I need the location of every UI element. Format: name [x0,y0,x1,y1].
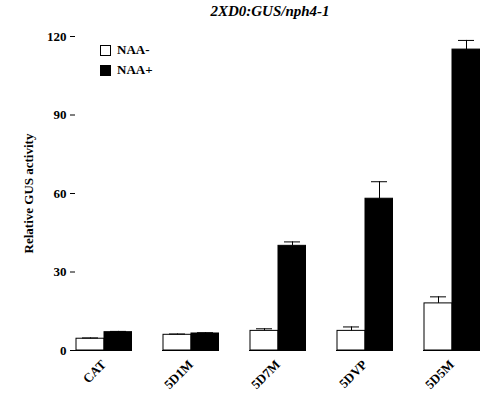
html-text:NAA+: NAA+ [117,62,153,77]
svg-text:120: 120 [47,29,67,44]
svg-text:5D5M: 5D5M [422,357,457,392]
html-text:NAA-: NAA- [117,42,150,57]
svg-text:CAT: CAT [80,357,110,387]
svg-text:Relative GUS activity: Relative GUS activity [21,133,36,253]
html-text:2XD0:GUS/nph4-1: 2XD0:GUS/nph4-1 [210,3,330,19]
svg-text:60: 60 [54,186,67,201]
svg-text:5D1M: 5D1M [161,357,196,392]
svg-text:0: 0 [60,343,67,358]
svg-text:30: 30 [54,264,67,279]
svg-text:5D7M: 5D7M [248,357,283,392]
svg-text:90: 90 [54,107,67,122]
svg-text:5DVP: 5DVP [336,357,370,391]
